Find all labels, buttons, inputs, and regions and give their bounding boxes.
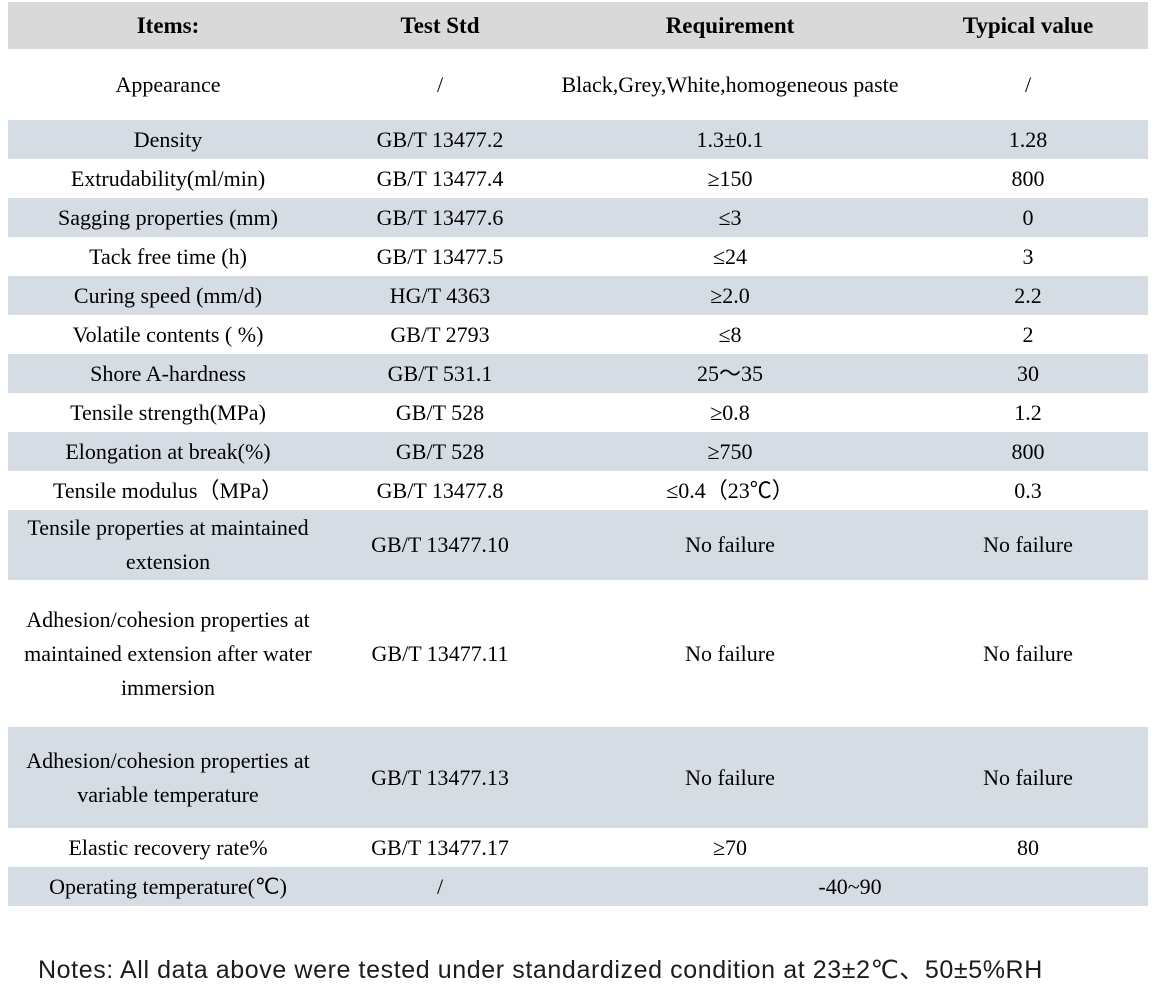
column-header-test-std: Test Std [400, 12, 480, 38]
cell-requirement-merged: -40~90 [818, 873, 882, 899]
cell-requirement: ≤0.4（23℃） [666, 477, 794, 503]
cell-item: Tensile properties at maintained extensi… [27, 515, 309, 574]
cell-test-std: / [436, 71, 444, 97]
table-row-curing-speed: Curing speed (mm/d) HG/T 4363 ≥2.0 2.2 [8, 276, 1148, 315]
cell-typical: 0.3 [1014, 477, 1042, 503]
spec-table: Items: Test Std Requirement Typical valu… [8, 2, 1148, 906]
cell-requirement: 25～35 [696, 360, 763, 386]
cell-test-std: GB/T 13477.6 [376, 204, 504, 230]
cell-typical: 80 [1017, 834, 1039, 860]
cell-requirement: ≥0.8 [710, 399, 750, 425]
cell-test-std: GB/T 13477.5 [376, 243, 504, 269]
cell-requirement: ≥150 [707, 165, 753, 191]
cell-item: Appearance [115, 71, 221, 97]
cell-requirement: No failure [685, 764, 775, 790]
cell-test-std: GB/T 528 [395, 438, 485, 464]
cell-typical: No failure [983, 532, 1073, 557]
table-row-tensile-strength: Tensile strength(MPa) GB/T 528 ≥0.8 1.2 [8, 393, 1148, 432]
cell-item: Curing speed (mm/d) [73, 282, 263, 308]
cell-test-std: HG/T 4363 [389, 282, 491, 308]
cell-item: Adhesion/cohesion properties at variable… [26, 747, 310, 807]
table-row-density: Density GB/T 13477.2 1.3±0.1 1.28 [8, 120, 1148, 159]
table-header-row: Items: Test Std Requirement Typical valu… [8, 2, 1148, 49]
cell-test-std: GB/T 2793 [390, 321, 490, 347]
cell-test-std: GB/T 13477.10 [371, 532, 509, 557]
cell-test-std: GB/T 13477.11 [371, 640, 509, 666]
cell-test-std: GB/T 13477.8 [376, 477, 504, 503]
cell-test-std: GB/T 13477.17 [371, 834, 509, 860]
table-row-appearance: Appearance / Black,Grey,White,homogeneou… [8, 49, 1148, 120]
table-row-volatile-contents: Volatile contents ( %) GB/T 2793 ≤8 2 [8, 315, 1148, 354]
cell-item: Density [133, 126, 203, 152]
cell-requirement: Black,Grey,White,homogeneous paste [561, 71, 899, 97]
cell-requirement: No failure [685, 532, 775, 557]
cell-typical: 1.2 [1014, 399, 1042, 425]
table-row-shore-hardness: Shore A-hardness GB/T 531.1 25～35 30 [8, 354, 1148, 393]
cell-requirement: ≥2.0 [710, 282, 750, 308]
cell-test-std: GB/T 528 [395, 399, 485, 425]
cell-item: Sagging properties (mm) [58, 204, 278, 230]
table-row-adhesion-variable-temperature: Adhesion/cohesion properties at variable… [8, 727, 1148, 828]
table-row-operating-temperature: Operating temperature(℃) / -40~90 [8, 867, 1148, 906]
table-row-tack-free-time: Tack free time (h) GB/T 13477.5 ≤24 3 [8, 237, 1148, 276]
cell-typical: No failure [983, 640, 1073, 666]
cell-typical: 30 [1017, 360, 1039, 386]
cell-item: Operating temperature(℃) [49, 873, 287, 899]
cell-item: Elongation at break(%) [65, 438, 271, 464]
cell-test-std: GB/T 531.1 [387, 360, 493, 386]
column-header-items: Items: [136, 12, 200, 38]
cell-test-std: GB/T 13477.2 [376, 126, 504, 152]
table-row-elongation: Elongation at break(%) GB/T 528 ≥750 800 [8, 432, 1148, 471]
cell-requirement: 1.3±0.1 [696, 126, 764, 152]
cell-test-std: GB/T 13477.4 [376, 165, 504, 191]
column-header-requirement: Requirement [665, 12, 795, 38]
column-header-typical-value: Typical value [962, 12, 1094, 38]
table-row-tensile-modulus: Tensile modulus（MPa） GB/T 13477.8 ≤0.4（2… [8, 471, 1148, 510]
cell-item: Extrudability(ml/min) [70, 165, 266, 191]
table-row-adhesion-water-immersion: Adhesion/cohesion properties at maintain… [8, 580, 1148, 727]
cell-typical: 1.28 [1008, 126, 1048, 152]
cell-item: Shore A-hardness [90, 360, 246, 386]
cell-requirement: ≤8 [718, 321, 742, 347]
table-row-tensile-properties: Tensile properties at maintained extensi… [8, 510, 1148, 580]
cell-typical: 2 [1022, 321, 1034, 347]
cell-requirement: No failure [685, 640, 775, 666]
cell-item: Tensile modulus（MPa） [52, 477, 284, 503]
cell-item: Elastic recovery rate% [68, 834, 268, 860]
cell-typical: 2.2 [1014, 282, 1042, 308]
cell-item: Tensile strength(MPa) [70, 399, 266, 425]
cell-item: Volatile contents ( %) [72, 321, 264, 347]
cell-typical: / [1024, 71, 1032, 97]
cell-typical: 800 [1011, 438, 1045, 464]
table-row-extrudability: Extrudability(ml/min) GB/T 13477.4 ≥150 … [8, 159, 1148, 198]
cell-test-std: GB/T 13477.13 [371, 764, 509, 790]
cell-requirement: ≤3 [718, 204, 742, 230]
cell-test-std: / [436, 873, 444, 899]
cell-typical: 800 [1011, 165, 1045, 191]
cell-requirement: ≥750 [707, 438, 753, 464]
table-row-sagging: Sagging properties (mm) GB/T 13477.6 ≤3 … [8, 198, 1148, 237]
cell-typical: 3 [1022, 243, 1034, 269]
cell-item: Adhesion/cohesion properties at maintain… [24, 606, 312, 700]
cell-item: Tack free time (h) [89, 243, 247, 269]
cell-typical: 0 [1022, 204, 1034, 230]
cell-typical: No failure [983, 764, 1073, 790]
table-row-elastic-recovery: Elastic recovery rate% GB/T 13477.17 ≥70… [8, 828, 1148, 867]
cell-requirement: ≥70 [712, 834, 748, 860]
notes-text: Notes: All data above were tested under … [38, 956, 1043, 984]
cell-requirement: ≤24 [712, 243, 748, 269]
